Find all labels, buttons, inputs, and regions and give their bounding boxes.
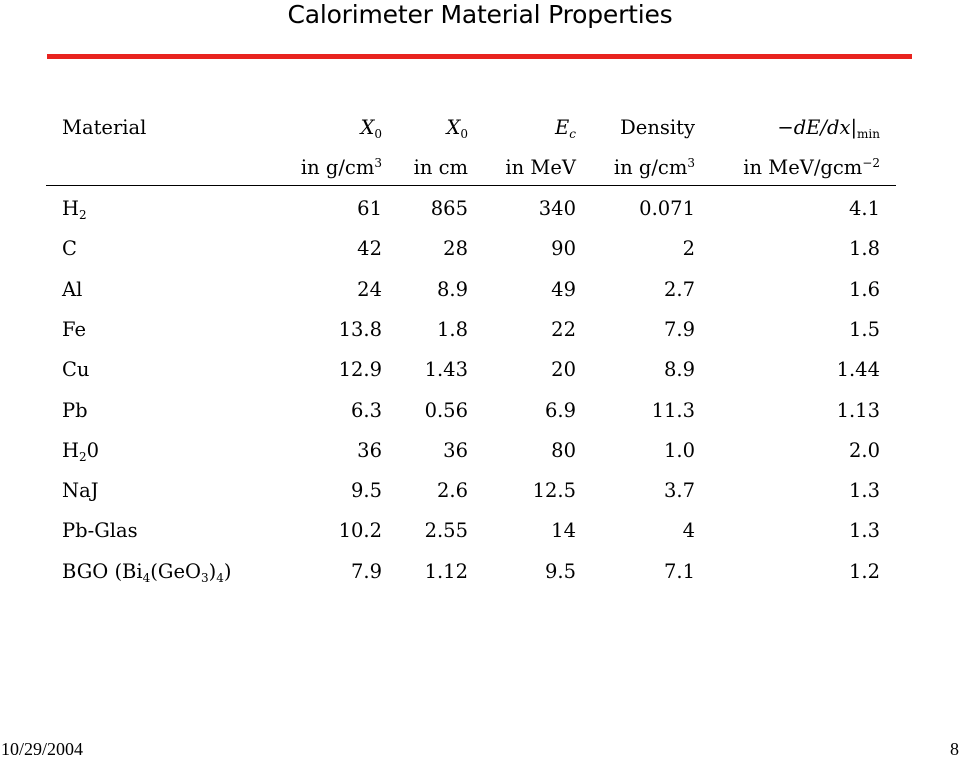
- cell-material: Al: [62, 278, 83, 301]
- cell-critical-energy: 12.5: [532, 479, 576, 502]
- header-rule: [46, 185, 896, 186]
- cell-x0-mass: 9.5: [350, 479, 382, 502]
- cell-material: Fe: [62, 318, 87, 341]
- cell-x0-mass: 36: [357, 439, 382, 462]
- header-dedx-min: −dE/dx|min: [777, 116, 880, 141]
- cell-material: Cu: [62, 358, 90, 381]
- footer-date: 10/29/2004: [1, 739, 84, 759]
- cell-dedx-min: 4.1: [848, 197, 880, 220]
- cell-critical-energy: 49: [551, 278, 576, 301]
- cell-material: Pb-Glas: [62, 519, 138, 542]
- cell-x0-mass: 6.3: [350, 399, 382, 422]
- cell-x0-mass: 12.9: [338, 358, 382, 381]
- cell-density: 1.0: [663, 439, 695, 462]
- cell-density: 11.3: [651, 399, 695, 422]
- header-critical-energy: Ec: [555, 116, 576, 141]
- cell-material: Pb: [62, 399, 88, 422]
- header-x0-mass: X0: [360, 116, 382, 141]
- cell-material: C: [62, 237, 77, 260]
- cell-critical-energy: 9.5: [544, 560, 576, 583]
- cell-x0-mass: 24: [357, 278, 382, 301]
- cell-density: 7.1: [663, 560, 695, 583]
- cell-material: H2: [62, 197, 87, 222]
- cell-dedx-min: 1.2: [848, 560, 880, 583]
- header-x0-length: X0: [446, 116, 468, 141]
- cell-dedx-min: 1.44: [836, 358, 880, 381]
- cell-density: 7.9: [663, 318, 695, 341]
- cell-x0-length: 1.12: [424, 560, 468, 583]
- cell-dedx-min: 1.5: [848, 318, 880, 341]
- cell-x0-mass: 61: [357, 197, 382, 220]
- cell-density: 3.7: [663, 479, 695, 502]
- cell-material: H20: [62, 439, 100, 464]
- cell-dedx-min: 2.0: [848, 439, 880, 462]
- cell-material: BGO (Bi4(GeO3)4): [62, 560, 232, 585]
- cell-x0-length: 865: [430, 197, 468, 220]
- cell-dedx-min: 1.13: [836, 399, 880, 422]
- page-number: 8: [950, 739, 959, 759]
- cell-critical-energy: 340: [538, 197, 576, 220]
- cell-critical-energy: 90: [551, 237, 576, 260]
- cell-critical-energy: 22: [551, 318, 576, 341]
- unit-density: in g/cm3: [613, 156, 695, 179]
- cell-density: 2.7: [663, 278, 695, 301]
- unit-critical-energy: in MeV: [505, 156, 576, 179]
- unit-x0-mass: in g/cm3: [300, 156, 382, 179]
- cell-critical-energy: 20: [551, 358, 576, 381]
- cell-dedx-min: 1.3: [848, 519, 880, 542]
- cell-x0-length: 8.9: [436, 278, 468, 301]
- cell-critical-energy: 80: [551, 439, 576, 462]
- title-underline: [47, 54, 912, 59]
- cell-x0-length: 1.43: [424, 358, 468, 381]
- cell-x0-mass: 10.2: [338, 519, 382, 542]
- unit-x0-length: in cm: [413, 156, 468, 179]
- cell-x0-length: 28: [443, 237, 468, 260]
- cell-x0-length: 1.8: [436, 318, 468, 341]
- cell-density: 2: [682, 237, 695, 260]
- cell-critical-energy: 14: [551, 519, 576, 542]
- cell-x0-mass: 42: [357, 237, 382, 260]
- cell-critical-energy: 6.9: [544, 399, 576, 422]
- cell-density: 4: [682, 519, 695, 542]
- cell-x0-length: 36: [443, 439, 468, 462]
- cell-dedx-min: 1.6: [848, 278, 880, 301]
- slide-title: Calorimeter Material Properties: [287, 0, 673, 29]
- cell-dedx-min: 1.8: [848, 237, 880, 260]
- header-density: Density: [620, 116, 695, 139]
- cell-density: 8.9: [663, 358, 695, 381]
- header-material: Material: [62, 116, 147, 139]
- cell-x0-length: 2.6: [436, 479, 468, 502]
- cell-density: 0.071: [639, 197, 695, 220]
- cell-material: NaJ: [62, 479, 99, 502]
- cell-x0-mass: 7.9: [350, 560, 382, 583]
- cell-x0-length: 0.56: [424, 399, 468, 422]
- cell-x0-mass: 13.8: [338, 318, 382, 341]
- cell-dedx-min: 1.3: [848, 479, 880, 502]
- unit-dedx: in MeV/gcm−2: [743, 156, 880, 179]
- cell-x0-length: 2.55: [424, 519, 468, 542]
